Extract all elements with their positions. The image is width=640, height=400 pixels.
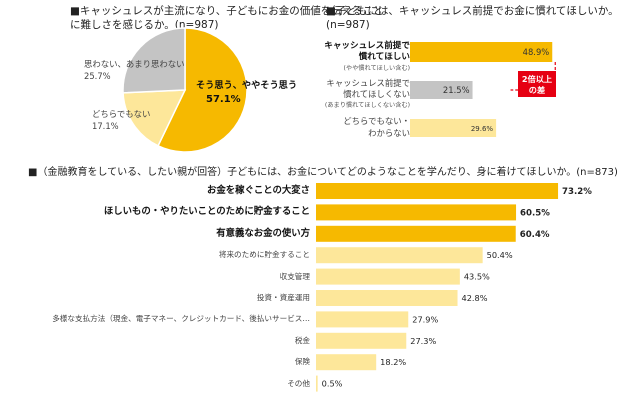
cashless-diff-text-2: の差 <box>529 85 545 95</box>
cashless-label-unsure-line2: わからない <box>368 128 410 138</box>
cashless-bar-value-2: 29.6% <box>471 125 494 133</box>
learn-bar-value-4: 43.5% <box>464 272 490 282</box>
learn-bar-5 <box>316 290 458 306</box>
cashless-bar-value-0: 48.9% <box>523 47 550 57</box>
learn-bar-value-2: 60.4% <box>520 230 550 240</box>
pie-slice-1 <box>122 89 187 147</box>
pie-slice-2 <box>122 27 186 94</box>
cashless-diff-badge <box>518 71 556 97</box>
learn-title: ■（金融教育をしている、したい親が回答）子どもには、お金についてどのようなことを… <box>28 167 618 178</box>
learn-bar-value-3: 50.4% <box>487 250 513 260</box>
cashless-label-unsure-line1: どちらでもない・ <box>343 116 410 126</box>
learn-label-0: お金を稼ぐことの大変さ <box>206 185 310 196</box>
learn-bar-2 <box>316 225 516 242</box>
pie-value-neutral: 17.1% <box>92 121 119 131</box>
pie-label-disagree: 思わない、あまり思わない <box>84 59 185 69</box>
cashless-label-yes-line2: 慣れてほしい <box>358 52 410 62</box>
learn-label-1: ほしいもの・やりたいことのために貯金すること <box>103 206 310 218</box>
pie-title-line1: ■キャッシュレスが主流になり、子どもにお金の価値を伝えること <box>70 5 384 17</box>
cashless-bar-2 <box>410 119 497 137</box>
cashless-diff-text-1: 2倍以上 <box>522 74 552 84</box>
learn-label-2: 有意義なお金の使い方 <box>216 227 310 239</box>
learn-bar-chart: 73.2% 60.5% 60.4% 50.4% 43.5% 42.8% 27.9% 27.3%… <box>316 183 592 392</box>
pie-slice-0 <box>157 27 248 153</box>
learn-label-9: その他 <box>287 378 310 388</box>
learn-label-3: 将来のために貯金すること <box>218 250 310 260</box>
learn-label-5: 投資・資産運用 <box>256 293 310 302</box>
learn-bar-8 <box>316 354 377 371</box>
cashless-title-line2: (n=987) <box>326 19 370 31</box>
learn-bar-value-0: 73.2% <box>562 187 592 197</box>
learn-label-7: 税金 <box>294 335 310 345</box>
learn-bar-value-1: 60.5% <box>520 208 550 218</box>
cashless-bar-value-1: 21.5% <box>443 85 470 95</box>
pie-label-agree: そう思う、ややそう思う <box>196 80 298 91</box>
cashless-title-line1: ■子どもには、キャッシュレス前提でお金に慣れてほしいか。 <box>326 5 619 17</box>
learn-bar-0 <box>316 183 559 199</box>
cashless-label-yes-line1: キャッシュレス前提で <box>324 41 410 51</box>
learn-bar-7 <box>316 332 407 349</box>
cashless-label-no-line1: キャッシュレス前提で <box>326 78 410 88</box>
cashless-label-yes-sub: (やや慣れてほしい含む) <box>343 65 410 72</box>
learn-bar-value-9: 0.5% <box>322 379 343 389</box>
learn-bar-6 <box>316 311 409 328</box>
pie-chart <box>122 27 248 153</box>
cashless-bar-0 <box>410 42 553 62</box>
pie-value-disagree: 25.7% <box>84 71 111 81</box>
cashless-label-no-sub: (あまり慣れてほしくない含む) <box>324 102 410 109</box>
learn-label-6: 多様な支払方法（現金、電子マネー、クレジットカード、後払いサービス… <box>52 314 310 324</box>
learn-label-4: 収支管理 <box>279 271 310 281</box>
learn-bar-value-7: 27.3% <box>410 336 436 346</box>
cashless-bar-1 <box>410 81 473 99</box>
pie-value-agree: 57.1% <box>206 94 241 105</box>
learn-bar-4 <box>316 268 460 285</box>
learn-label-8: 保険 <box>294 357 310 367</box>
learn-bar-value-5: 42.8% <box>462 293 488 303</box>
pie-label-neutral: どちらでもない <box>92 109 151 119</box>
learn-bar-3 <box>316 247 483 264</box>
learn-bar-value-6: 27.9% <box>412 314 438 324</box>
learn-bar-value-8: 18.2% <box>380 357 406 367</box>
cashless-label-no-line2: 慣れてほしくない <box>343 89 410 99</box>
learn-bar-9 <box>316 375 318 392</box>
learn-bar-1 <box>316 204 517 221</box>
